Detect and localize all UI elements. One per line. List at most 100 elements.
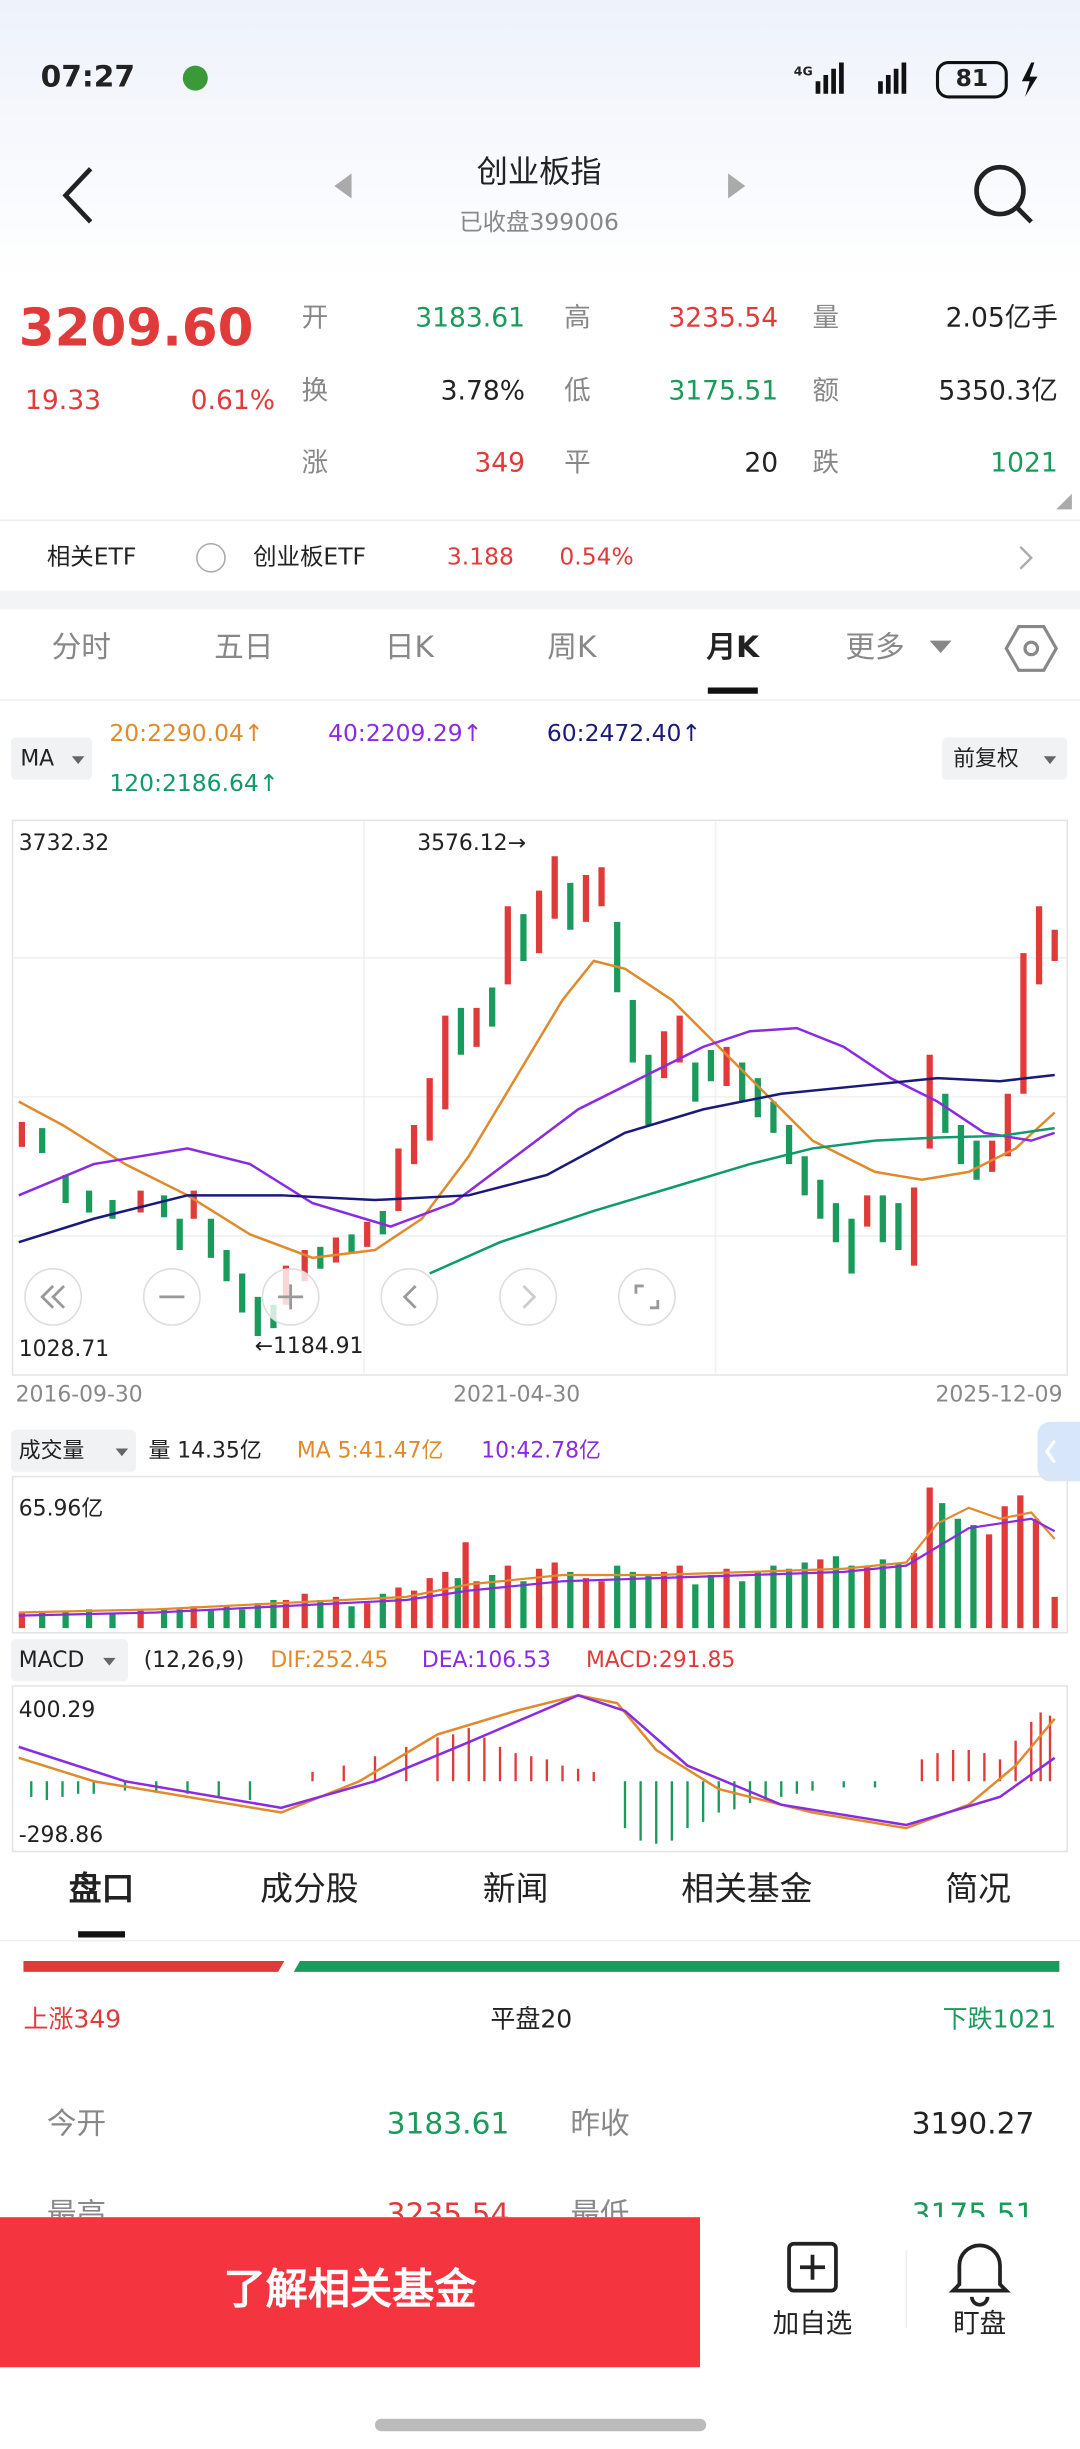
network: 4G bbox=[794, 63, 813, 78]
dropdown bbox=[103, 1657, 116, 1666]
macd-value: MACD:291.85 bbox=[586, 1648, 735, 1673]
volume-bars-down bbox=[39, 1503, 977, 1629]
battery bbox=[935, 60, 1008, 99]
tab[interactable]: 相关基金 bbox=[681, 1870, 812, 1908]
cell: 3183.61 bbox=[387, 2106, 510, 2141]
stat-label: 跌 bbox=[813, 448, 840, 479]
info-icon bbox=[196, 542, 226, 573]
volume-value: 量 14.35亿 bbox=[148, 1439, 261, 1464]
back-button[interactable] bbox=[62, 167, 93, 224]
watchlist-button[interactable] bbox=[787, 2241, 838, 2293]
date: 2025-12-09 bbox=[935, 1382, 1062, 1407]
tab[interactable]: 日K bbox=[385, 629, 436, 664]
etf-price: 3.188 bbox=[447, 542, 514, 570]
cell: 3190.27 bbox=[912, 2106, 1035, 2141]
etf-row[interactable]: 相关ETF 创业板ETF 3.188 0.54% bbox=[47, 542, 1033, 573]
settings-dot bbox=[1023, 640, 1040, 657]
volume-max: 65.96亿 bbox=[19, 1496, 103, 1521]
expand[interactable] bbox=[1056, 493, 1072, 510]
axis-max: 3732.32 bbox=[19, 831, 109, 856]
ma-box[interactable] bbox=[10, 737, 93, 780]
chevron bbox=[1019, 546, 1033, 570]
battery-level: 81 bbox=[956, 64, 989, 92]
adjust-box[interactable] bbox=[942, 737, 1068, 780]
low-mark: ←1184.91 bbox=[255, 1334, 364, 1359]
ma120: 120:2186.64↑ bbox=[109, 769, 278, 797]
macd-lines bbox=[18, 1693, 1056, 1830]
tab[interactable]: 新闻 bbox=[483, 1870, 549, 1908]
kline-labels: 3732.32 3576.12→ 1028.71 ←1184.91 2016-0… bbox=[16, 831, 1063, 1408]
volume-label: 成交量 bbox=[19, 1439, 85, 1464]
detail-tabs: 盘口 成分股 新闻 相关基金 简况 bbox=[69, 1870, 1011, 1908]
tab[interactable]: 五日 bbox=[214, 629, 273, 664]
breadth-up-bar bbox=[23, 1960, 285, 1972]
left[interactable] bbox=[380, 1267, 439, 1326]
subtitle: 已收盘399006 bbox=[459, 208, 619, 236]
stat-value: 2.05亿手 bbox=[946, 302, 1058, 333]
fund-button-label: 了解相关基金 bbox=[223, 2265, 477, 2314]
settings[interactable] bbox=[1004, 625, 1059, 672]
etf-name: 创业板ETF bbox=[253, 542, 366, 570]
tab-active[interactable]: 盘口 bbox=[69, 1870, 135, 1908]
time: 07:27 bbox=[41, 59, 135, 94]
ma20: 20:2290.04↑ bbox=[109, 719, 263, 747]
ma-values: 20:2290.04↑ 40:2209.29↑ 60:2472.40↑ 120:… bbox=[109, 719, 701, 797]
search-button[interactable] bbox=[974, 164, 1033, 224]
fullscreen[interactable] bbox=[617, 1267, 676, 1326]
high-mark: 3576.12→ bbox=[417, 831, 526, 856]
breadth-down-bar bbox=[293, 1960, 1060, 1972]
ma-label: MA bbox=[20, 746, 54, 771]
ma40: 40:2209.29↑ bbox=[328, 719, 482, 747]
home-indicator bbox=[375, 2418, 707, 2432]
header-bg bbox=[0, 0, 1080, 282]
tab-active[interactable]: 月K bbox=[706, 629, 760, 664]
stat-value: 20 bbox=[744, 448, 778, 479]
macd-max: 400.29 bbox=[19, 1698, 96, 1723]
cell: 今开 bbox=[47, 2106, 106, 2141]
right[interactable] bbox=[499, 1267, 558, 1326]
volume-bars-up bbox=[18, 1487, 1058, 1629]
volume-box[interactable] bbox=[10, 1429, 136, 1472]
period-tabs: 分时 五日 日K 周K 月K 更多 bbox=[52, 629, 905, 664]
breadth-down: 下跌1021 bbox=[943, 2004, 1057, 2033]
stat-value: 3183.61 bbox=[415, 302, 525, 333]
tab[interactable]: 成分股 bbox=[260, 1870, 358, 1908]
gap bbox=[0, 590, 1080, 610]
dropdown bbox=[71, 756, 85, 765]
date: 2021-04-30 bbox=[453, 1382, 580, 1407]
stat-label: 平 bbox=[564, 448, 591, 479]
macd-box[interactable] bbox=[10, 1639, 129, 1682]
charging bbox=[1021, 62, 1038, 97]
stat-label: 额 bbox=[813, 376, 840, 407]
fund-button[interactable] bbox=[0, 2217, 700, 2368]
monitor-button[interactable] bbox=[948, 2243, 1011, 2307]
change-pct: 0.61% bbox=[191, 385, 275, 416]
macd-dif: DIF:252.45 bbox=[270, 1648, 388, 1673]
change: 19.33 bbox=[25, 385, 101, 416]
title: 创业板指 bbox=[477, 154, 602, 190]
macd-min: -298.86 bbox=[19, 1823, 103, 1848]
tab[interactable]: 分时 bbox=[52, 629, 111, 664]
tab-underline bbox=[78, 1931, 125, 1938]
breadth-up: 上涨349 bbox=[23, 2004, 121, 2033]
stat-value: 3.78% bbox=[441, 376, 525, 407]
stat-label: 低 bbox=[564, 376, 591, 407]
prev-index[interactable] bbox=[334, 173, 352, 199]
dropdown bbox=[115, 1448, 129, 1457]
stat-label: 量 bbox=[813, 302, 840, 333]
stat-label: 开 bbox=[302, 302, 329, 333]
volume-ma10: 10:42.78亿 bbox=[481, 1439, 601, 1464]
tab[interactable]: 更多 bbox=[845, 629, 904, 664]
stats: 开 3183.61 高 3235.54 量 2.05亿手 换 3.78% 低 3… bbox=[302, 302, 1058, 478]
side-tab[interactable] bbox=[1037, 1421, 1080, 1482]
stat-label: 高 bbox=[564, 302, 591, 333]
watchlist-label: 加自选 bbox=[773, 2309, 853, 2340]
macd-frame bbox=[11, 1685, 1068, 1853]
control-icons bbox=[40, 1284, 660, 1310]
next-index[interactable] bbox=[728, 173, 746, 199]
tab[interactable]: 周K bbox=[547, 629, 598, 664]
candles-up bbox=[18, 856, 1058, 1305]
tab[interactable]: 简况 bbox=[945, 1870, 1011, 1908]
